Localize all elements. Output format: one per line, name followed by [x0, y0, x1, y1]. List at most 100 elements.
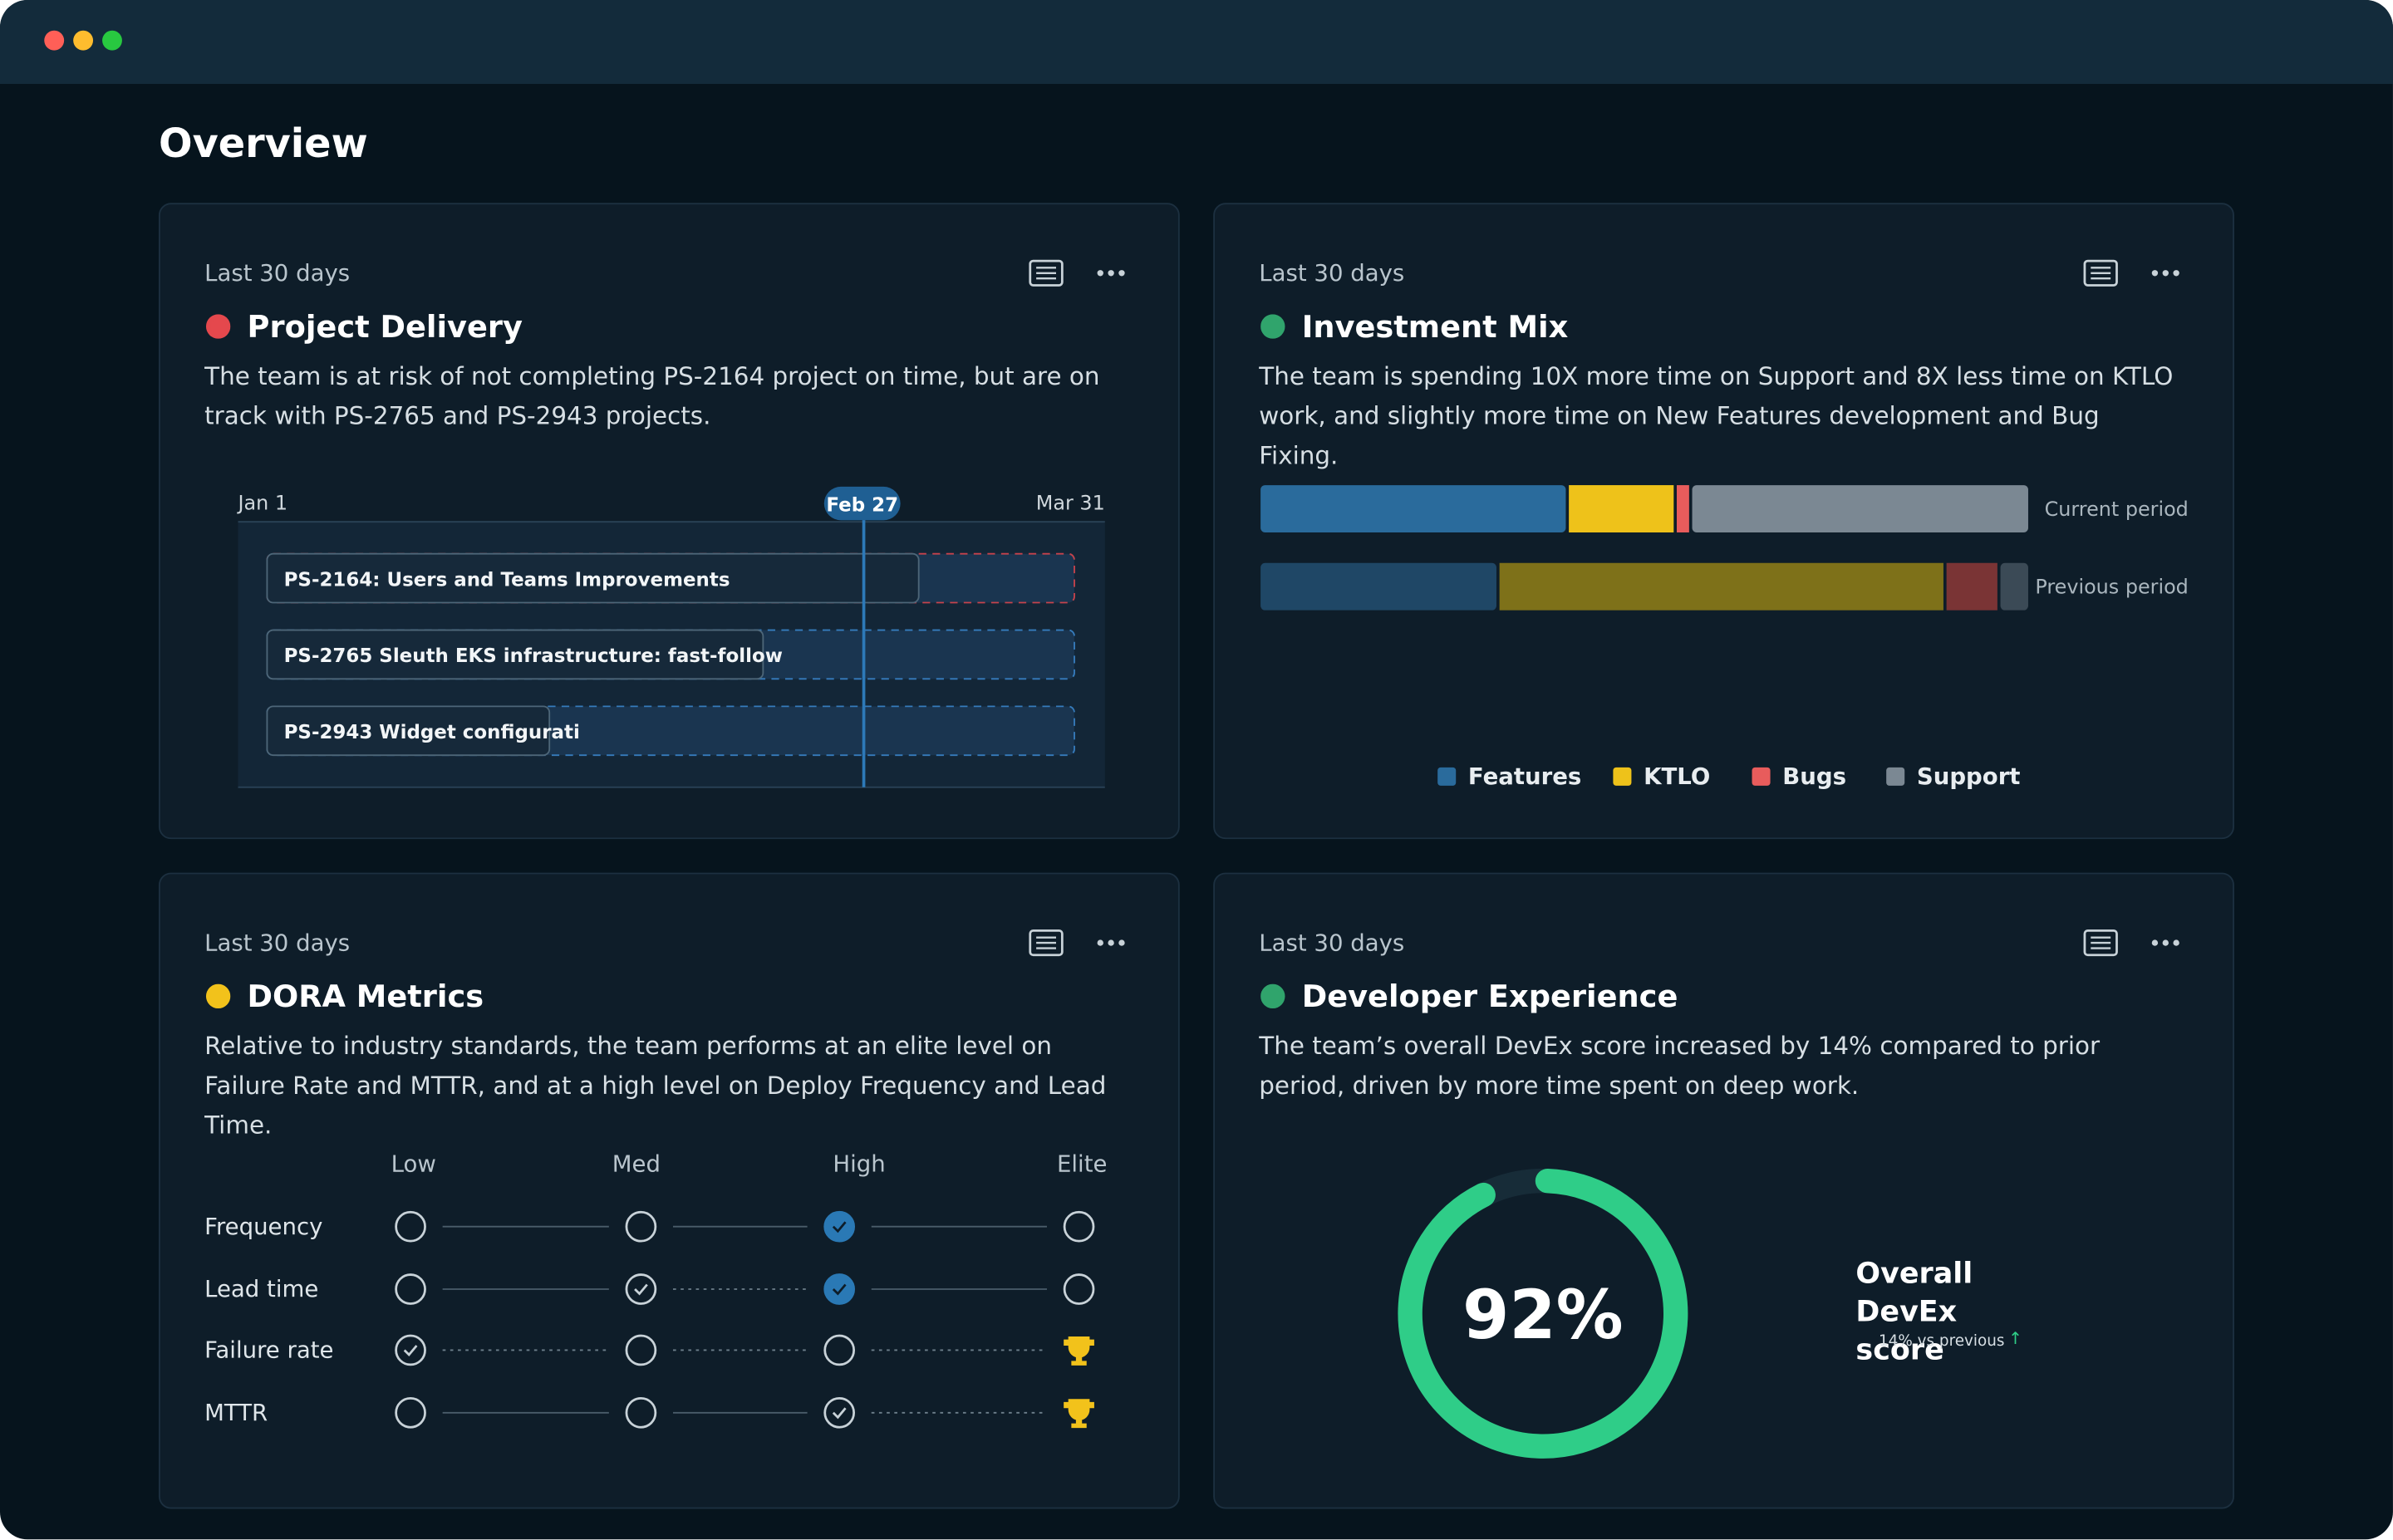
mix-segment — [1676, 485, 1689, 533]
mix-segment — [1569, 485, 1674, 533]
legend-swatch — [1752, 767, 1771, 786]
level-circle — [823, 1210, 856, 1243]
project-name: PS-2943 Widget configurati — [284, 722, 580, 743]
series-label: Current period — [2045, 498, 2189, 521]
project-progress — [266, 629, 764, 680]
project-progress — [266, 705, 551, 757]
close-button[interactable] — [44, 30, 65, 51]
check-mark — [832, 1407, 847, 1420]
period-label: Last 30 days — [204, 929, 351, 957]
level-circle — [395, 1273, 426, 1305]
legend-label: Bugs — [1782, 763, 1846, 790]
table-icon[interactable] — [2083, 929, 2118, 957]
period-label: Last 30 days — [1259, 259, 1405, 287]
today-label: Feb 27 — [826, 494, 898, 516]
table-icon[interactable] — [1029, 929, 1064, 957]
table-icon[interactable] — [1029, 259, 1064, 287]
icon-frame — [2083, 259, 2118, 287]
card-graphics: Current period Previous period Features KTL… — [1260, 259, 2189, 790]
check-mark — [403, 1345, 418, 1357]
level-label: High — [833, 1151, 885, 1178]
level-circle — [395, 1396, 426, 1429]
card: Last 30 days DORA Metrics Relative to indu… — [159, 872, 1180, 1509]
level-circle — [625, 1210, 657, 1243]
table-icon[interactable] — [2083, 259, 2118, 287]
more-dot — [2173, 270, 2179, 277]
card-title: Developer Experience — [1301, 978, 1678, 1015]
more-icon[interactable] — [1097, 939, 1125, 946]
metric-label: Frequency — [204, 1214, 322, 1240]
trophy-cup — [1064, 1336, 1094, 1366]
legend-swatch — [1437, 767, 1457, 786]
level-circle — [823, 1396, 856, 1429]
metric-label: Failure rate — [204, 1337, 333, 1364]
mix-segment — [1260, 562, 1496, 611]
more-dot — [1118, 270, 1125, 277]
more-dot — [2151, 270, 2159, 277]
level-circle — [625, 1273, 657, 1305]
more-icon[interactable] — [1097, 270, 1125, 277]
mix-segment — [1499, 562, 1943, 611]
series-label: Previous period — [2035, 575, 2188, 598]
card-graphics: 92% — [1398, 929, 2179, 1459]
card: Last 30 days Developer Experience The team… — [1213, 872, 2234, 1509]
level-circle — [625, 1334, 657, 1366]
level-circle — [625, 1396, 657, 1429]
card-description: The team’s overall DevEx score increased… — [1259, 1031, 2101, 1101]
card: Last 30 days Investment Mix The team is sp… — [1213, 203, 2234, 840]
more-icon[interactable] — [2151, 939, 2179, 946]
status-dot — [205, 314, 231, 339]
icon-frame — [1029, 929, 1064, 957]
trophy-icon — [1064, 1399, 1094, 1429]
more-dot — [1097, 270, 1103, 277]
project-name: PS-2164: Users and Teams Improvements — [284, 569, 730, 591]
metric-label: Lead time — [204, 1276, 318, 1302]
check-mark — [634, 1283, 648, 1296]
level-circle — [823, 1334, 856, 1366]
more-icon[interactable] — [2151, 270, 2179, 277]
title-bar — [0, 0, 2393, 85]
card-graphics: Low Med High Elite Frequency Lead time Failure… — [204, 929, 1125, 1429]
card-title: Investment Mix — [1301, 308, 1569, 346]
legend-label: KTLO — [1644, 763, 1710, 790]
legend-swatch — [1613, 767, 1632, 786]
card-description: Relative to industry standards, the team… — [204, 1031, 1107, 1140]
more-dot — [1108, 270, 1114, 277]
minimize-button[interactable] — [73, 30, 94, 51]
score-label: 92% — [1462, 1277, 1623, 1355]
period-label: Last 30 days — [1259, 929, 1405, 957]
legend-label: Features — [1468, 763, 1581, 790]
level-circle — [395, 1210, 426, 1243]
more-dot — [2162, 270, 2169, 277]
period-label: Last 30 days — [204, 259, 351, 287]
level-circle — [395, 1334, 426, 1366]
card-description: The team is at risk of not completing PS… — [204, 361, 1100, 430]
maximize-button[interactable] — [102, 30, 122, 51]
status-dot — [1260, 314, 1285, 339]
check-mark — [832, 1221, 847, 1233]
mix-segment — [1946, 562, 1997, 611]
level-label: Low — [391, 1151, 436, 1178]
card: Last 30 days Project Delivery The team is … — [159, 203, 1180, 840]
level-circle — [823, 1273, 856, 1305]
page-title: Overview — [159, 121, 368, 169]
more-dot — [1108, 939, 1114, 946]
up-arrow: ↑ — [2008, 1328, 2023, 1349]
level-label: Med — [612, 1151, 661, 1178]
trophy-icon — [1064, 1336, 1094, 1366]
status-dot — [205, 983, 231, 1009]
score-title: Overall DevEx score — [1855, 1257, 1973, 1367]
card-title: DORA Metrics — [247, 978, 484, 1015]
score-change: 14% vs previous — [1878, 1333, 2005, 1351]
more-dot — [2173, 939, 2179, 946]
card-description: The team is spending 10X more time on Su… — [1259, 361, 2174, 470]
level-circle — [1063, 1273, 1095, 1305]
mix-segment — [1260, 485, 1566, 533]
check-mark — [832, 1283, 847, 1296]
timeline-start: Jan 1 — [237, 491, 288, 514]
level-label: Elite — [1057, 1151, 1107, 1178]
more-dot — [1097, 939, 1103, 946]
card-title: Project Delivery — [247, 308, 523, 346]
